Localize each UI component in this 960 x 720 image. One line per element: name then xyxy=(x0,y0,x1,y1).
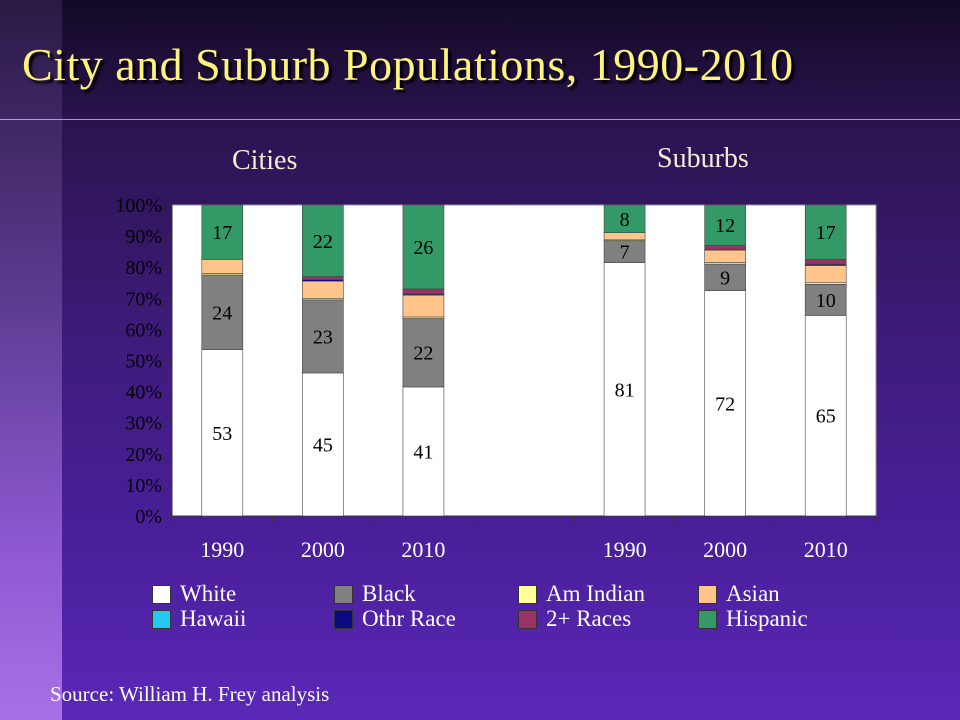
legend-label: Hispanic xyxy=(726,606,808,631)
y-tick-label: 40% xyxy=(125,382,162,404)
data-label-hispanic: 8 xyxy=(620,209,630,231)
legend-label: White xyxy=(180,581,237,606)
group-label-suburbs: Suburbs xyxy=(657,143,749,174)
y-tick-label: 0% xyxy=(135,506,162,528)
y-tick-label: 60% xyxy=(125,319,162,341)
legend-item-othr-race: Othr Race xyxy=(334,606,456,631)
data-label-black: 9 xyxy=(720,267,730,289)
data-label-white: 65 xyxy=(816,406,836,428)
data-label-hispanic: 26 xyxy=(413,237,433,259)
bar-segment-white xyxy=(201,349,244,517)
data-label-white: 72 xyxy=(715,393,735,415)
legend-swatch xyxy=(518,584,537,604)
y-tick-label: 100% xyxy=(115,195,162,217)
data-label-white: 41 xyxy=(413,441,433,463)
x-tick-label: 2010 xyxy=(804,537,848,562)
legend-label: Am Indian xyxy=(546,581,646,606)
bar-segment-white xyxy=(704,290,746,517)
left-accent-band xyxy=(0,0,62,720)
legend-item-black: Black xyxy=(334,581,416,606)
y-tick-label: 70% xyxy=(125,288,162,310)
legend-label: Hawaii xyxy=(180,606,247,631)
legend-swatch xyxy=(334,609,353,629)
bar-segment-hispanic xyxy=(603,204,646,233)
bar-segment-black xyxy=(402,318,445,388)
legend-swatch xyxy=(152,609,171,629)
data-label-black: 7 xyxy=(620,242,630,264)
data-label-hispanic: 22 xyxy=(313,231,333,253)
group-label-cities: Cities xyxy=(232,145,298,176)
bar-segment-asian xyxy=(302,280,344,299)
legend-item-hawaii: Hawaii xyxy=(152,606,247,631)
bar-segment-asian xyxy=(804,265,847,284)
y-tick-label: 20% xyxy=(125,444,162,466)
bar-segment-asian xyxy=(402,294,445,318)
legend-item-asian: Asian xyxy=(698,581,780,606)
y-tick-label: 50% xyxy=(125,351,162,373)
data-label-hispanic: 17 xyxy=(816,222,836,244)
bar-segment-2-races xyxy=(402,288,445,294)
legend-swatch xyxy=(334,584,353,604)
data-label-black: 22 xyxy=(413,343,433,365)
source-note: Source: William H. Frey analysis xyxy=(50,682,330,706)
data-label-white: 53 xyxy=(212,423,232,445)
legend-label: Black xyxy=(362,581,416,606)
legend-label: Asian xyxy=(726,581,780,606)
bar-segment-hispanic xyxy=(402,204,445,290)
bar-segment-asian xyxy=(704,249,746,263)
bar-segment-2-races xyxy=(804,259,847,265)
y-tick-label: 10% xyxy=(125,475,162,497)
bar-segment-black xyxy=(704,263,746,291)
legend-item-hispanic: Hispanic xyxy=(698,606,808,631)
plot-area xyxy=(171,204,877,517)
x-tick-label: 2000 xyxy=(301,537,345,562)
x-tick-label: 1990 xyxy=(603,537,647,562)
bar-segment-2-races xyxy=(704,245,746,250)
bar-segment-black xyxy=(201,274,244,350)
bar-segment-white xyxy=(603,262,646,517)
data-label-white: 45 xyxy=(313,434,333,456)
legend-item-white: White xyxy=(152,581,237,606)
legend-label: Othr Race xyxy=(362,606,456,631)
data-label-hispanic: 17 xyxy=(212,222,232,244)
x-tick-label: 1990 xyxy=(200,537,244,562)
bar-segment-white xyxy=(804,315,847,517)
legend-swatch xyxy=(698,584,717,604)
data-label-white: 81 xyxy=(615,379,635,401)
x-tick-label: 2000 xyxy=(703,537,747,562)
bar-segment-hispanic xyxy=(302,204,344,277)
legend-item-2-races: 2+ Races xyxy=(518,606,632,631)
legend-item-am-indian: Am Indian xyxy=(518,581,646,606)
bar-segment-asian xyxy=(201,259,244,274)
bar-segment-hispanic xyxy=(804,204,847,260)
data-label-black: 10 xyxy=(816,290,836,312)
title-divider xyxy=(0,119,960,120)
bar-segment-hispanic xyxy=(201,204,244,260)
y-tick-label: 30% xyxy=(125,413,162,435)
legend-swatch xyxy=(698,609,717,629)
legend-swatch xyxy=(152,584,171,604)
legend-label: 2+ Races xyxy=(546,606,632,631)
data-label-black: 23 xyxy=(313,326,333,348)
x-tick-label: 2010 xyxy=(401,537,445,562)
chart-legend: White Black Am Indian Asian Hawaii Othr Race 2… xyxy=(152,581,872,632)
bar-segment-2-races xyxy=(302,276,344,280)
data-label-hispanic: 12 xyxy=(715,215,735,237)
y-tick-label: 90% xyxy=(125,226,162,248)
legend-swatch xyxy=(518,609,537,629)
bar-segment-hispanic xyxy=(704,204,746,246)
data-label-black: 24 xyxy=(212,302,232,324)
bar-segment-white xyxy=(402,386,445,517)
bar-segment-white xyxy=(302,372,344,517)
page-title: City and Suburb Populations, 1990-2010 xyxy=(22,39,794,90)
bar-segment-asian xyxy=(603,232,646,241)
y-tick-label: 80% xyxy=(125,257,162,279)
bar-segment-black xyxy=(302,299,344,374)
